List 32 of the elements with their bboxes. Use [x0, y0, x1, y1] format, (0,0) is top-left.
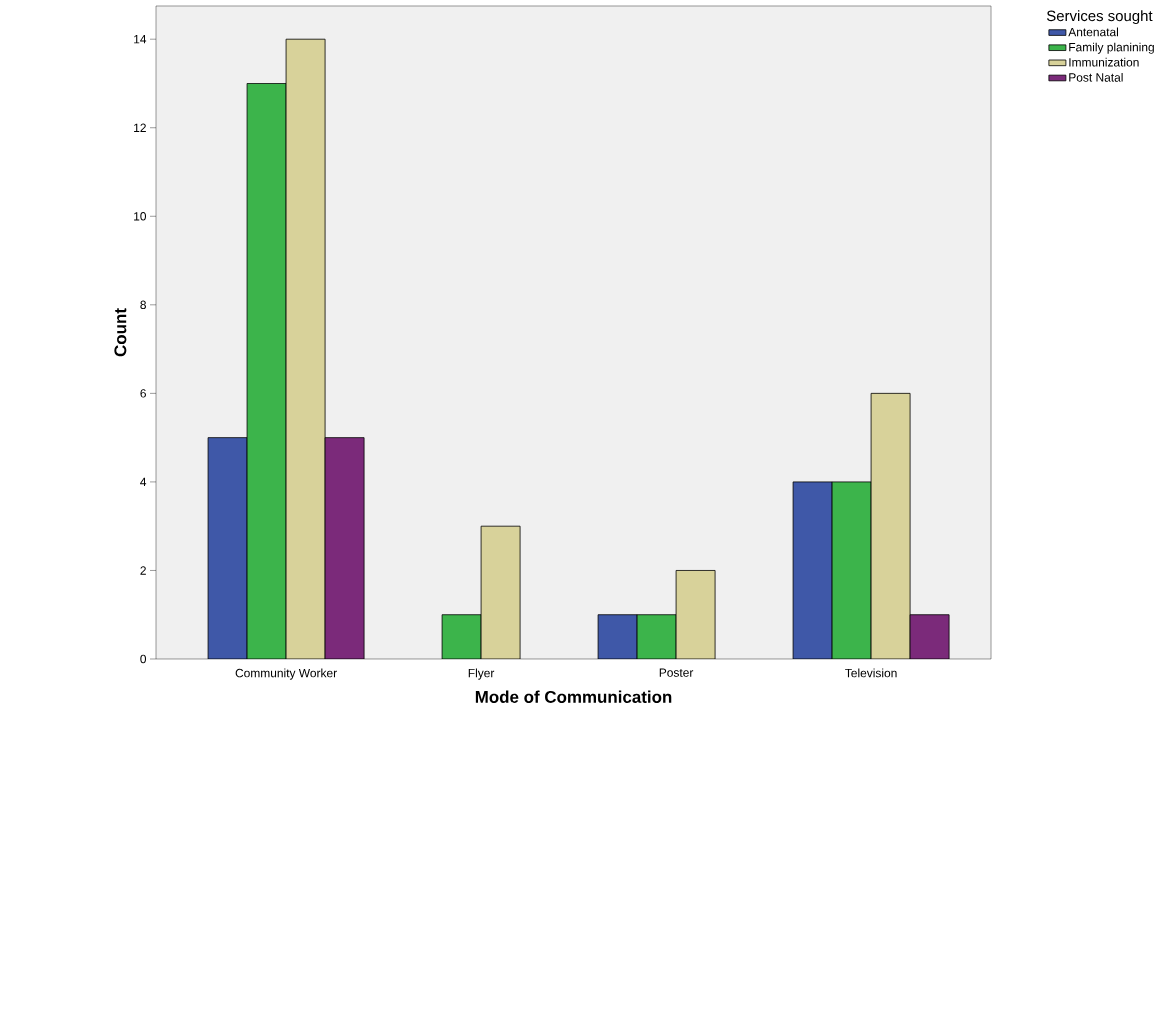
y-tick-label: 8 [140, 300, 146, 310]
bar [636, 614, 677, 660]
bar [324, 437, 365, 660]
bar [246, 83, 287, 660]
bar [480, 525, 521, 660]
x-tick-label: Flyer [468, 668, 495, 680]
legend-label: Family planining [1069, 42, 1154, 54]
y-tick-label: 4 [140, 477, 147, 487]
x-axis-title: Mode of Communication [475, 690, 672, 704]
y-tick-label: 6 [140, 389, 146, 398]
y-tick-label: 10 [134, 212, 147, 221]
bar [207, 437, 248, 660]
legend-label: Immunization [1069, 57, 1139, 67]
bar [792, 481, 833, 660]
legend-label: Post Natal [1069, 72, 1123, 82]
bar [441, 614, 482, 660]
bar [597, 614, 638, 660]
legend-title: Services sought [1046, 10, 1153, 25]
legend-label: Antenatal [1068, 27, 1118, 37]
x-tick-label: Community Worker [235, 668, 337, 680]
bar [285, 38, 326, 660]
x-tick-label: Television [845, 668, 897, 678]
y-tick-label: 14 [134, 35, 147, 44]
x-tick-label: Poster [659, 668, 694, 677]
y-tick-label: 2 [140, 566, 146, 575]
y-tick-label: 0 [140, 654, 147, 664]
bar [870, 393, 911, 660]
bar [831, 481, 872, 660]
y-axis-title: Count [114, 308, 127, 357]
bar [909, 614, 950, 660]
y-tick-label: 12 [134, 123, 146, 132]
bar [675, 570, 716, 660]
